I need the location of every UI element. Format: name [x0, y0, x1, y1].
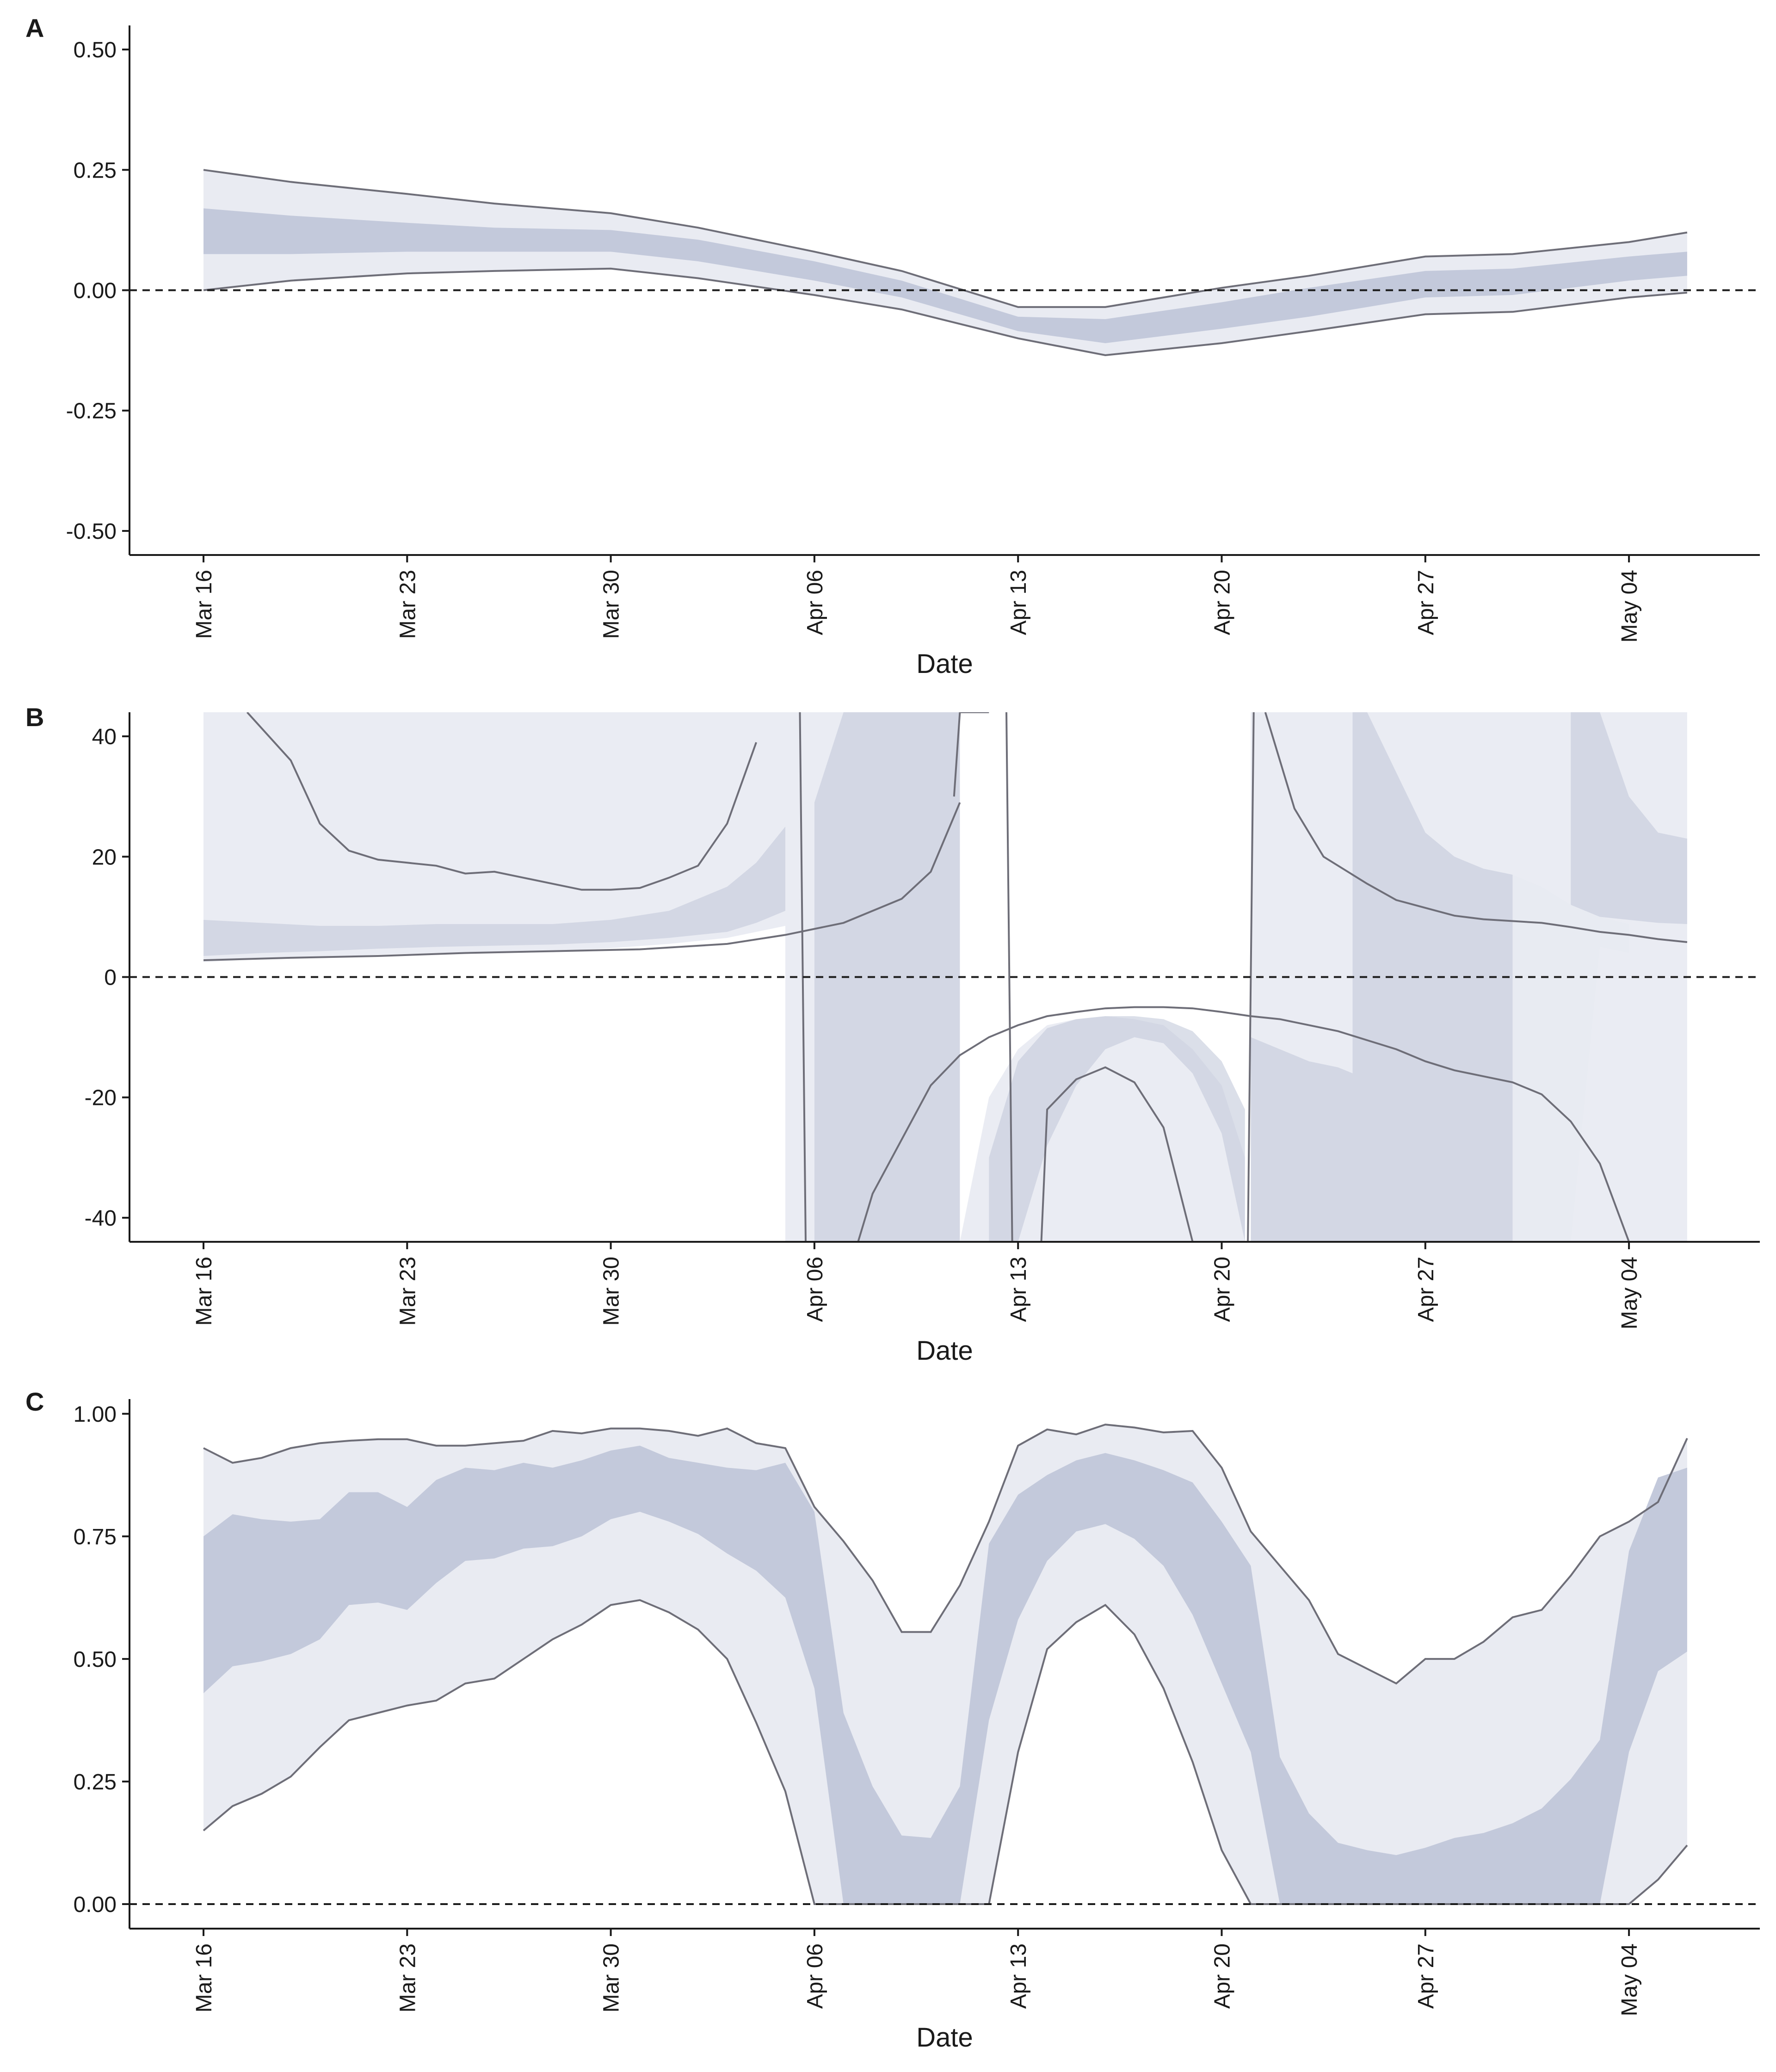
panel-label: B [25, 703, 44, 732]
bound-line-upper_left [246, 712, 757, 891]
x-tick-label: Apr 27 [1414, 1257, 1438, 1322]
outer-band [204, 170, 1687, 355]
y-tick-label: 0.00 [74, 279, 117, 303]
inner-band [1251, 1037, 1353, 1242]
x-tick-label: Mar 23 [395, 570, 420, 639]
x-tick-label: Apr 13 [1006, 1257, 1031, 1322]
bound-line-steep_down [799, 712, 807, 1242]
y-tick-label: 0.00 [74, 1893, 117, 1917]
inner-band [204, 826, 785, 956]
x-tick-label: Mar 23 [395, 1943, 420, 2012]
panel-a: -0.50 -0.25 0.00 0.25 0.50 Mar 16 Mar 23 Mar 30… [25, 13, 1760, 679]
x-tick-label: Mar 16 [192, 570, 216, 639]
x-tick-label: Apr 13 [1006, 570, 1031, 635]
x-tick-label: Mar 30 [599, 1943, 624, 2012]
bound-line-lower_mid_arc [857, 1006, 1309, 1242]
x-tick-label: May 04 [1617, 1943, 1642, 2016]
panel-label: A [25, 13, 44, 43]
inner-band [204, 1445, 1687, 1904]
y-tick-label: -40 [85, 1206, 117, 1231]
plot-area [203, 169, 1688, 357]
bound-line-outer_upper [203, 169, 1688, 308]
inner-band [989, 1016, 1245, 1242]
plot-area [203, 1424, 1688, 1905]
inner-band [1571, 712, 1687, 924]
y-tick-label: 0.50 [74, 1647, 117, 1672]
bound-line-steep_up [1247, 712, 1255, 1242]
x-tick-label: Mar 16 [192, 1257, 216, 1326]
bound-line-lower_left [203, 802, 961, 962]
y-tick-label: 0.25 [74, 158, 117, 183]
x-tick-label: Apr 20 [1210, 1943, 1235, 2009]
x-axis-title: Date [916, 1336, 973, 1366]
x-axis-title: Date [916, 2023, 973, 2053]
outer-band [204, 712, 785, 962]
bound-line-steep_down_2 [1005, 712, 1013, 1242]
inner-band [204, 208, 1687, 343]
x-tick-label: Apr 20 [1210, 570, 1235, 635]
y-tick-label: -0.50 [66, 519, 117, 544]
bound-line-upper_right [1264, 712, 1688, 943]
x-tick-label: May 04 [1617, 570, 1642, 642]
y-tick-label: 40 [92, 725, 117, 749]
outer-band [204, 1424, 1687, 1904]
x-tick-label: May 04 [1617, 1257, 1642, 1329]
y-tick-label: 20 [92, 845, 117, 870]
plot-area [203, 712, 1688, 1242]
x-tick-label: Apr 06 [803, 1257, 827, 1322]
x-tick-label: Apr 20 [1210, 1257, 1235, 1322]
x-tick-label: Mar 30 [599, 1257, 624, 1326]
x-tick-label: Mar 23 [395, 1257, 420, 1326]
y-tick-label: 0.75 [74, 1525, 117, 1549]
bound-line-inner_arc [1040, 1066, 1222, 1242]
y-tick-label: 0.25 [74, 1770, 117, 1794]
panel-label: C [25, 1387, 44, 1416]
x-tick-label: Apr 27 [1414, 1943, 1438, 2009]
bound-line-up_spike [953, 712, 989, 797]
y-tick-label: 1.00 [74, 1402, 117, 1427]
y-tick-label: 0.50 [74, 38, 117, 62]
y-tick-label: -20 [85, 1086, 117, 1110]
panel-c: 0.00 0.25 0.50 0.75 1.00 Mar 16 Mar 23 Mar 30 Ap… [25, 1387, 1760, 2053]
x-tick-label: Apr 13 [1006, 1943, 1031, 2009]
y-tick-label: -0.25 [66, 399, 117, 424]
x-tick-label: Mar 16 [192, 1943, 216, 2012]
y-tick-label: 0 [104, 966, 117, 990]
x-tick-label: Mar 30 [599, 570, 624, 639]
x-axis-title: Date [916, 649, 973, 679]
x-tick-label: Apr 06 [803, 570, 827, 635]
bound-line-right_descend [1308, 1024, 1630, 1242]
bound-line-upper [203, 1424, 1688, 1685]
panel-b: -40 -20 0 20 40 Mar 16 Mar 23 Mar 30 Apr 06 Apr 1… [25, 703, 1760, 1366]
x-tick-label: Apr 06 [803, 1943, 827, 2009]
x-tick-label: Apr 27 [1414, 570, 1438, 635]
bound-line-outer_lower [203, 267, 1688, 357]
